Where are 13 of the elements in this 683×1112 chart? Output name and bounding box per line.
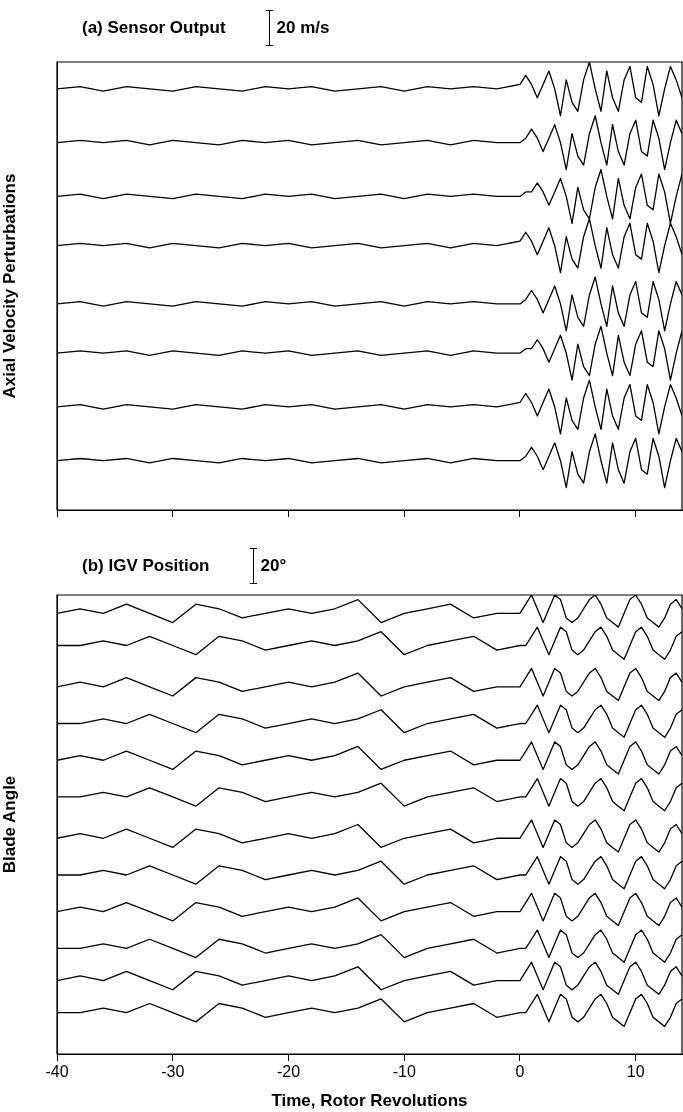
x-tick-label: -20: [276, 1063, 301, 1081]
y-axis-title: Blade Angle: [0, 775, 19, 874]
y-axis-title: Axial Velocity Perturbations: [0, 173, 19, 399]
x-tick-label: -30: [161, 1063, 185, 1081]
x-tick-label: -40: [45, 1063, 69, 1081]
x-tick-label: 0: [515, 1063, 525, 1081]
x-axis-title: Time, Rotor Revolutions: [271, 1091, 468, 1111]
text: 20°: [260, 556, 287, 576]
chart-title: (a) Sensor Output: [82, 18, 226, 38]
chart-title: (b) IGV Position: [82, 556, 210, 576]
x-tick-label: 10: [626, 1063, 645, 1081]
x-tick-label: -10: [392, 1063, 416, 1081]
text: 20 m/s: [276, 18, 330, 38]
